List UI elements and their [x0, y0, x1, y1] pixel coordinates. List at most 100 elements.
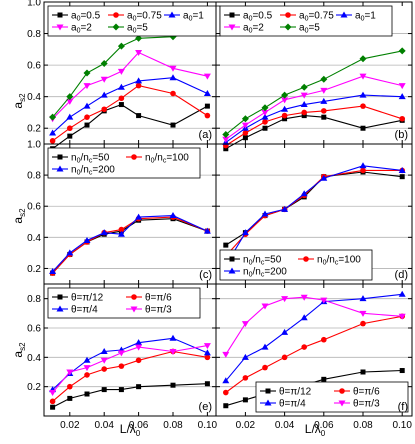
legend-marker: [229, 256, 235, 262]
data-point: [241, 353, 249, 360]
data-point: [399, 368, 405, 374]
data-point: [84, 372, 90, 378]
legend-marker: [338, 400, 346, 407]
series-line: [52, 51, 208, 120]
data-point: [49, 113, 57, 121]
legend-marker: [284, 23, 292, 31]
data-point: [101, 366, 107, 372]
data-point: [83, 365, 91, 372]
data-point: [83, 236, 91, 243]
legend-marker: [113, 12, 119, 18]
data-point: [84, 122, 90, 128]
data-point: [398, 290, 406, 297]
x-tick-label: 0.08: [163, 420, 183, 431]
data-point: [222, 136, 230, 143]
data-point: [359, 73, 367, 80]
data-point: [117, 42, 125, 50]
data-point: [49, 129, 57, 136]
legend-label: n0/nc=50: [243, 255, 282, 267]
data-point: [169, 334, 177, 341]
legend-label: a0=0.75: [299, 11, 334, 23]
legend-label: θ=π/6: [145, 293, 172, 304]
data-point: [204, 103, 210, 109]
data-point: [399, 115, 406, 122]
legend-label: n0/nc=100: [145, 153, 189, 165]
data-point: [50, 404, 56, 410]
data-point: [100, 60, 108, 68]
data-point: [136, 384, 142, 390]
y-axis-label: as2: [11, 93, 27, 109]
panel-tag: (a): [199, 129, 212, 141]
data-point: [360, 125, 366, 131]
legend-label: a0=5: [299, 23, 320, 35]
series-line: [52, 77, 208, 134]
data-point: [360, 320, 366, 327]
data-point: [320, 75, 328, 83]
data-point: [100, 91, 108, 98]
data-point: [49, 138, 56, 144]
data-point: [83, 102, 91, 109]
data-point: [261, 343, 269, 350]
y-tick-label: 0.4: [27, 92, 41, 103]
data-point: [360, 103, 366, 109]
series-line: [52, 218, 208, 274]
legend-label: a0=1: [355, 11, 376, 23]
data-point: [135, 213, 143, 220]
series-line: [225, 165, 403, 266]
series-line: [225, 169, 403, 257]
series-line: [225, 296, 403, 355]
legend-label: θ=π/3: [145, 305, 172, 316]
data-point: [281, 354, 288, 361]
data-point: [135, 77, 143, 84]
data-point: [301, 113, 307, 119]
data-point: [399, 174, 405, 180]
y-tick-label: 0.4: [27, 353, 41, 364]
legend-marker: [340, 11, 348, 18]
legend-marker: [131, 294, 137, 300]
series-line: [52, 350, 208, 402]
data-point: [100, 229, 108, 236]
legend-marker: [56, 165, 64, 172]
x-tick-label: 0.06: [129, 420, 149, 431]
data-point: [101, 387, 107, 393]
legend-marker: [229, 12, 235, 18]
chart-panel-e: 0.20.40.60.80.02 0.04 0.06 0.08 0.10θ=π/12 θ=…: [27, 283, 218, 431]
legend: θ=π/12 θ=π/6 θ=π/4 θ=π/3: [47, 287, 201, 319]
x-axis-label: L/λ0: [305, 422, 326, 438]
data-point: [261, 113, 269, 120]
data-point: [261, 104, 269, 112]
data-point: [281, 328, 289, 335]
data-point: [169, 65, 177, 72]
data-point: [320, 97, 328, 104]
data-point: [49, 398, 56, 405]
legend-marker: [303, 256, 309, 262]
chart-panel-c: 0.2 0.4 0.6 0.8 1.0 n0/nc=50 n0/nc=100 n0/nc=20…: [27, 140, 217, 285]
legend-marker: [265, 388, 271, 394]
data-point: [66, 93, 74, 101]
panel-tag: (c): [199, 269, 212, 281]
data-point: [300, 294, 308, 301]
legend-box: [47, 287, 201, 319]
data-point: [261, 210, 269, 217]
data-point: [321, 114, 327, 120]
data-point: [204, 112, 211, 119]
legend-box: [219, 5, 393, 37]
legend-marker: [112, 23, 120, 31]
data-point: [360, 167, 366, 174]
legend-marker: [228, 267, 236, 274]
data-point: [169, 348, 177, 355]
chart-panel-f: 0.02 0.04 0.06 0.08 0.10θ=π/12 θ=π/6θ=π/4 θ=π/…: [215, 283, 413, 431]
data-point: [222, 351, 230, 358]
data-point: [170, 382, 176, 388]
data-point: [281, 105, 289, 112]
x-tick-label: 0.02: [236, 420, 256, 431]
data-point: [281, 91, 289, 99]
data-point: [66, 113, 74, 120]
data-point: [242, 135, 248, 141]
series-line: [225, 171, 403, 246]
legend-label: θ=π/4: [279, 399, 306, 410]
y-tick-label: 1.0: [27, 0, 41, 9]
legend-marker: [56, 24, 64, 31]
data-point: [360, 369, 366, 375]
